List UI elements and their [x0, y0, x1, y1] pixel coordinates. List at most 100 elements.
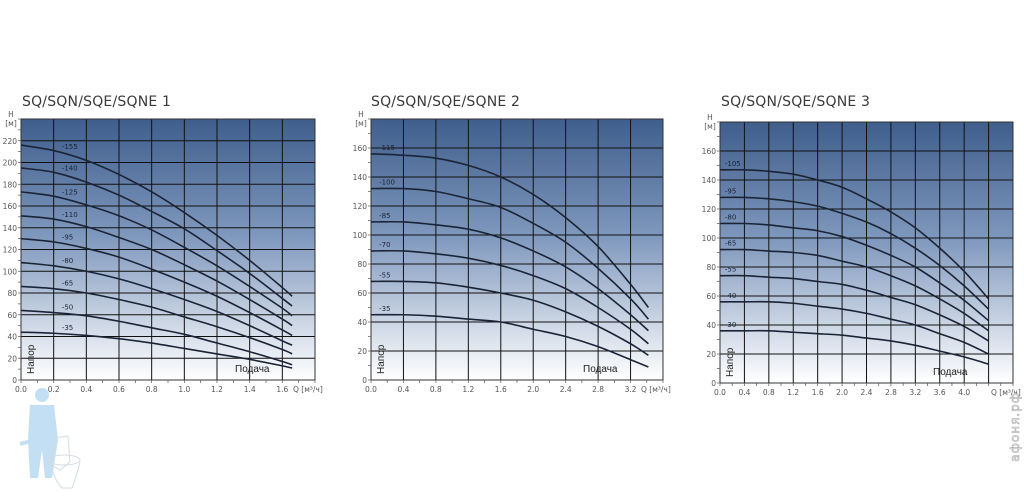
x-tick-label: 0.4: [738, 388, 750, 397]
curve-label: -65: [725, 240, 736, 248]
pump-curve-100: [370, 187, 650, 320]
x-tick-label: 1.6: [276, 385, 288, 394]
y-tick-label: 0: [12, 376, 17, 385]
curve-label: -155: [62, 143, 78, 151]
curve-label: -40: [725, 292, 736, 300]
y-tick-label: 160: [3, 202, 18, 211]
y-tick-label: 40: [706, 321, 716, 330]
x-tick-label: 1.2: [462, 385, 474, 394]
y-tick-label: 100: [3, 267, 18, 276]
chart-2-title: SQ/SQN/SQE/SQNE 2: [371, 94, 521, 110]
chart-1: 0.0 0.2 0.4 0.6 0.8 1.0 1.2 1.4 1.6 0 20 40 60 80 100 1…: [3, 110, 323, 394]
x-tick-label: 0.4: [397, 385, 409, 394]
x-tick-label: 1.6: [812, 388, 824, 397]
curve-label: -95: [725, 187, 736, 195]
chart-2: 0.0 0.4 0.8 1.2 1.6 2.0 2.4 2.8 3.2 0 20 40 60 80 100 1…: [353, 110, 671, 394]
curve-label: -50: [62, 303, 73, 311]
curve-label: -140: [62, 165, 78, 173]
curve-label: -95: [62, 234, 73, 242]
y-tick-label: 0: [362, 376, 367, 385]
pump-curve-55: [719, 274, 989, 342]
chart-3-title: SQ/SQN/SQE/SQNE 3: [721, 94, 871, 110]
x-tick-label: 0.6: [113, 385, 125, 394]
y-tick-label: 80: [7, 289, 17, 298]
y-tick-label: 80: [357, 260, 367, 269]
y-tick-label: 0: [711, 379, 716, 388]
pump-curve-85: [370, 220, 649, 332]
pump-curve-140: [20, 167, 293, 307]
plumber-mascot-logo: [19, 388, 81, 489]
y-tick-label: 140: [702, 176, 717, 185]
y-tick-label: 40: [7, 333, 17, 342]
x-tick-label: 1.0: [178, 385, 190, 394]
curve-label: -65: [62, 280, 73, 288]
pump-curve-155: [20, 144, 293, 297]
y-axis-name: Напор: [376, 344, 387, 374]
curve-label: -110: [62, 211, 78, 219]
x-tick-label: 0.8: [430, 385, 442, 394]
y-axis-unit-label: H: [8, 110, 14, 119]
pump-curve-125: [20, 191, 293, 317]
pump-curve-65: [20, 285, 293, 355]
pump-curve-70: [370, 249, 649, 345]
y-axis-unit-label: H: [358, 110, 364, 119]
x-axis-unit-label: Q [м³/ч]: [991, 388, 1021, 397]
plot-area: [371, 119, 663, 380]
pump-curve-80: [20, 261, 293, 346]
x-tick-label: 0.0: [714, 388, 726, 397]
y-tick-label: 140: [3, 224, 18, 233]
pump-curve-50: [20, 309, 293, 366]
x-tick-label: 2.0: [527, 385, 539, 394]
x-axis-name: Подача: [933, 367, 968, 378]
y-tick-label: 100: [702, 234, 717, 243]
x-tick-label: 4.0: [958, 388, 970, 397]
y-tick-label: 20: [706, 350, 716, 359]
x-axis-unit-label: Q [м³/ч]: [293, 385, 323, 394]
curve-label: -55: [725, 266, 736, 274]
y-tick-label: 160: [353, 144, 368, 153]
x-axis-name: Подача: [583, 364, 618, 375]
pump-curve-35: [370, 313, 649, 368]
pump-curve-35: [20, 331, 293, 369]
y-axis-name: Напор: [725, 347, 736, 377]
x-tick-label: 1.2: [787, 388, 799, 397]
y-tick-label: 40: [357, 318, 367, 327]
y-axis-unit-label: [м]: [355, 119, 367, 128]
x-tick-label: 3.6: [934, 388, 946, 397]
pump-curve-110: [20, 214, 293, 327]
y-axis-unit-label: [м]: [704, 122, 716, 131]
y-axis-name: Напор: [26, 344, 37, 374]
y-tick-label: 200: [3, 159, 18, 168]
y-tick-label: 180: [3, 180, 18, 189]
x-tick-label: 2.0: [836, 388, 848, 397]
pump-curve-30: [720, 329, 989, 365]
pump-curve-80: [719, 222, 990, 322]
pump-curve-65: [719, 248, 990, 332]
x-tick-label: 1.2: [211, 385, 223, 394]
chart-3: 0.0 0.4 0.8 1.2 1.6 2.0 2.4 2.8 3.2 3.6 4.0 0 20 40 60…: [702, 113, 1021, 397]
x-tick-label: 0.4: [80, 385, 92, 394]
x-tick-label: 0.2: [48, 385, 60, 394]
x-tick-label: 3.2: [909, 388, 921, 397]
pump-curve-95: [719, 196, 990, 310]
y-tick-label: 60: [7, 311, 17, 320]
watermark: афоня.рф: [1008, 392, 1023, 462]
pump-curve-95: [20, 237, 293, 337]
y-tick-label: 160: [702, 147, 717, 156]
x-tick-label: 1.4: [244, 385, 256, 394]
curve-label: -85: [379, 212, 390, 220]
x-axis-name: Подача: [235, 364, 270, 375]
y-tick-label: 20: [357, 347, 367, 356]
x-tick-label: 0.0: [365, 385, 377, 394]
x-axis-unit-label: Q [м³/ч]: [641, 385, 671, 394]
y-tick-label: 120: [3, 246, 18, 255]
x-tick-label: 2.4: [861, 388, 873, 397]
curve-label: -105: [725, 160, 741, 168]
y-tick-label: 120: [702, 205, 717, 214]
x-tick-label: 1.6: [495, 385, 507, 394]
curve-label: -80: [725, 214, 736, 222]
curve-label: -35: [379, 305, 390, 313]
y-tick-label: 60: [706, 292, 716, 301]
pump-curve-115: [370, 153, 650, 308]
y-tick-label: 100: [353, 231, 368, 240]
